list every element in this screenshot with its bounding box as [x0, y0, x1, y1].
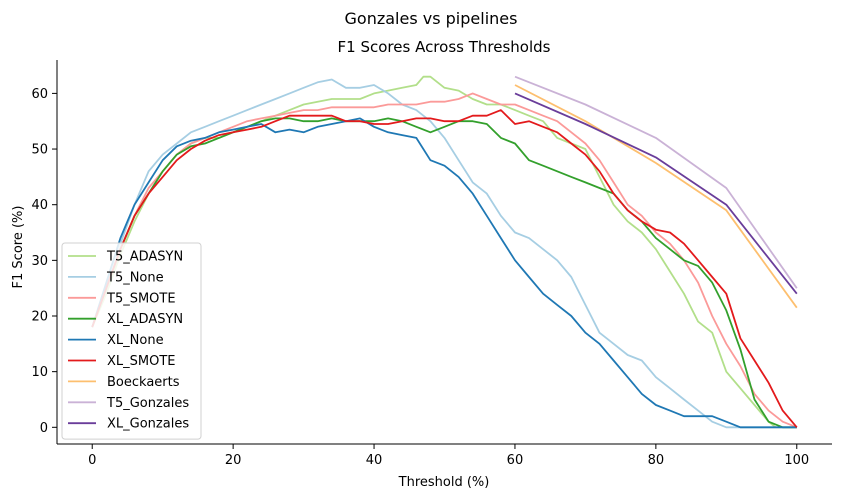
legend-item-t5-adasyn: T5_ADASYN: [68, 250, 183, 265]
legend-label: T5_ADASYN: [106, 250, 183, 265]
legend-item-xl-adasyn: XL_ADASYN: [68, 312, 183, 327]
series-line-t5-none: [91, 78, 797, 429]
y-tick-label: 0: [40, 421, 48, 436]
series-line-xl-none: [91, 117, 797, 429]
legend-label: T5_None: [106, 270, 164, 285]
x-tick-label: 80: [648, 453, 665, 468]
y-tick-label: 60: [31, 87, 48, 102]
legend-item-t5-gonzales: T5_Gonzales: [68, 396, 189, 411]
x-tick-label: 60: [507, 453, 524, 468]
legend-label: XL_ADASYN: [107, 312, 183, 327]
series-line-xl-gonzales: [514, 92, 798, 295]
legend-label: Boeckaerts: [107, 375, 180, 390]
plot-area: 0 20 40 60 80 100 0 10 20 30 40 50 60: [31, 60, 832, 468]
legend-label: T5_SMOTE: [106, 291, 176, 306]
legend-item-boeckaerts: Boeckaerts: [68, 375, 180, 390]
y-tick-label: 10: [31, 365, 48, 380]
legend-item-t5-smote: T5_SMOTE: [68, 291, 176, 306]
y-tick-label: 30: [31, 254, 48, 269]
y-axis-label: F1 Score (%): [11, 206, 26, 289]
legend-label: T5_Gonzales: [106, 396, 189, 411]
legend-label: XL_SMOTE: [107, 354, 176, 369]
legend-label: XL_None: [107, 333, 164, 348]
series-line-boeckaerts: [514, 84, 798, 309]
legend-item-xl-none: XL_None: [68, 333, 164, 348]
legend-item-t5-none: T5_None: [68, 270, 164, 285]
series-line-xl-smote: [91, 109, 798, 428]
x-tick-label: 20: [225, 453, 242, 468]
x-tick-label: 0: [88, 453, 96, 468]
x-axis-label: Threshold (%): [398, 475, 490, 490]
series-line-t5-gonzales: [514, 75, 798, 289]
x-tick-label: 40: [366, 453, 383, 468]
y-tick-label: 50: [31, 143, 48, 158]
legend-label: XL_Gonzales: [107, 417, 189, 432]
chart-title: F1 Scores Across Thresholds: [338, 38, 551, 56]
series-line-xl-adasyn: [91, 117, 797, 429]
legend-frame: [61, 242, 202, 440]
legend-item-xl-smote: XL_SMOTE: [68, 354, 176, 369]
figure-suptitle: Gonzales vs pipelines: [345, 9, 518, 28]
legend-item-xl-gonzales: XL_Gonzales: [68, 417, 189, 432]
y-tick-label: 40: [31, 198, 48, 213]
y-tick-label: 20: [31, 310, 48, 325]
x-tick-label: 100: [784, 453, 809, 468]
legend: T5_ADASYN T5_None T5_SMOTE XL_ADASYN XL_None…: [61, 242, 202, 440]
